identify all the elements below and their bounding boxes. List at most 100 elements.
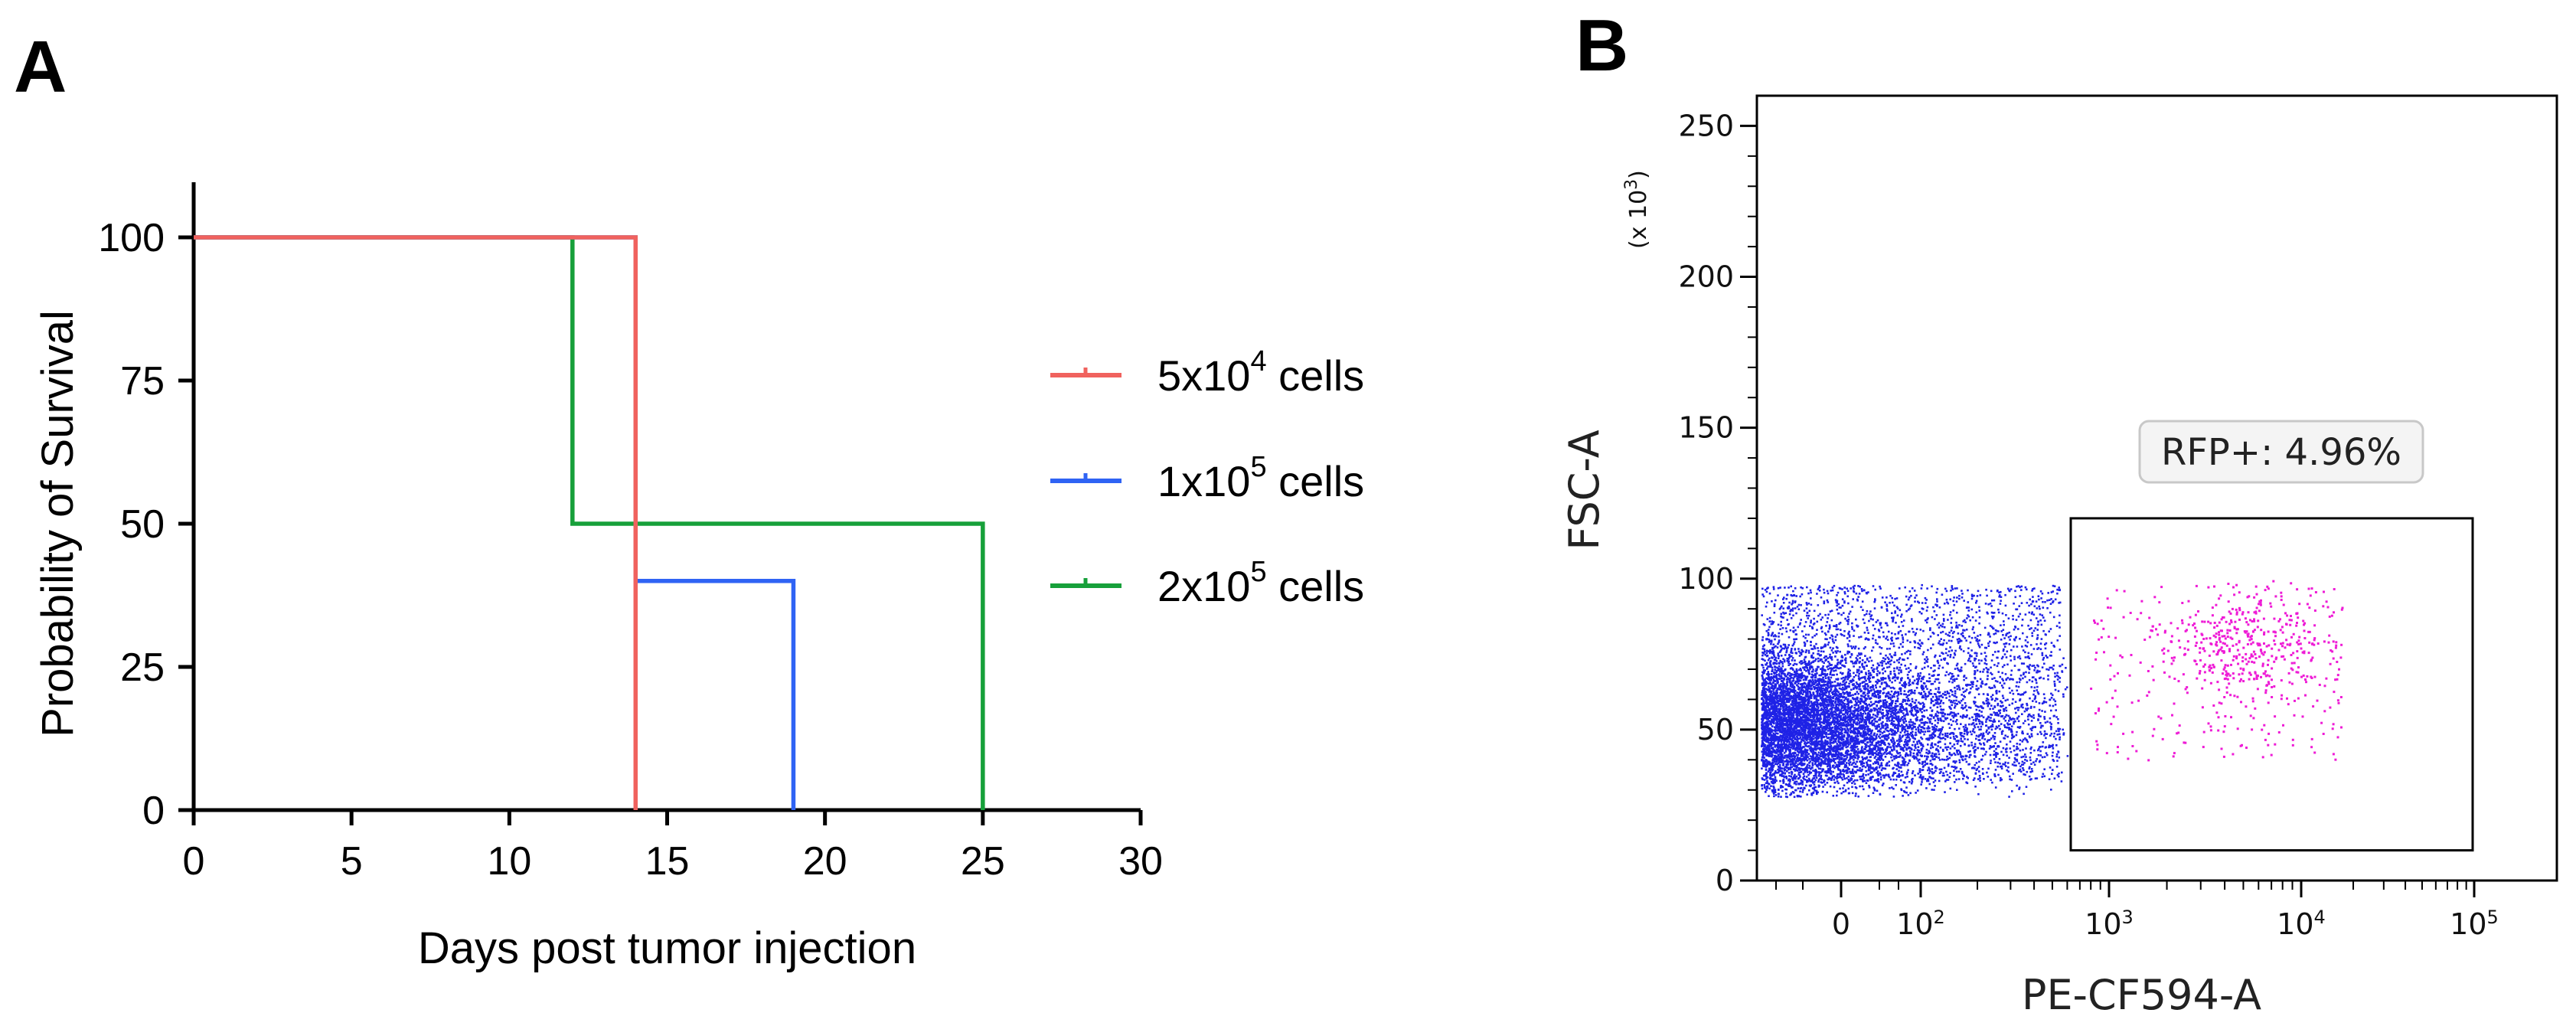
event-dot xyxy=(1978,606,1980,609)
event-dot xyxy=(1780,714,1782,716)
event-dot xyxy=(1954,668,1957,670)
event-dot xyxy=(1928,677,1931,679)
event-dot xyxy=(2006,677,2010,679)
event-dot xyxy=(1764,774,1766,776)
event-dot xyxy=(1993,773,1996,776)
event-dot xyxy=(1834,711,1837,714)
event-dot xyxy=(1813,788,1815,790)
event-dot xyxy=(1934,770,1937,772)
event-dot xyxy=(1965,639,1967,642)
event-dot xyxy=(1869,750,1872,753)
event-dot xyxy=(1983,646,1987,649)
event-dot xyxy=(1901,677,1903,679)
event-dot xyxy=(1878,735,1880,738)
event-dot xyxy=(1882,677,1885,679)
event-dot xyxy=(2005,634,2007,637)
event-dot xyxy=(1799,707,1801,710)
event-dot xyxy=(1768,657,1771,660)
event-dot xyxy=(2030,603,2032,606)
event-dot xyxy=(1796,712,1798,714)
event-dot xyxy=(1998,690,2001,693)
event-dot xyxy=(1852,719,1854,721)
event-dot xyxy=(1888,685,1891,688)
event-dot xyxy=(1961,590,1963,592)
event-dot xyxy=(1884,767,1887,770)
event-dot xyxy=(1928,730,1931,733)
event-dot xyxy=(1989,625,1992,627)
event-dot xyxy=(1836,743,1838,745)
event-dot xyxy=(1832,757,1835,760)
event-dot xyxy=(1777,654,1780,657)
event-dot xyxy=(2009,723,2011,726)
event-dot xyxy=(1830,710,1833,712)
event-dot xyxy=(1812,652,1814,655)
event-dot xyxy=(1797,763,1799,766)
event-dot xyxy=(1793,675,1796,678)
event-dot xyxy=(1907,691,1910,693)
event-dot xyxy=(1841,778,1844,781)
event-dot xyxy=(1840,726,1843,729)
event-dot xyxy=(1914,707,1916,711)
event-dot xyxy=(1845,751,1847,753)
event-dot xyxy=(2026,715,2029,718)
event-dot xyxy=(2024,586,2027,589)
event-dot xyxy=(1941,737,1944,740)
event-dot xyxy=(1820,721,1822,724)
event-dot xyxy=(1914,745,1916,748)
event-dot xyxy=(1911,627,1914,630)
event-dot xyxy=(1927,730,1929,733)
legend-unit: cells xyxy=(1267,562,1365,610)
event-dot xyxy=(1976,767,1979,770)
event-dot xyxy=(1780,755,1782,758)
event-dot xyxy=(1950,707,1952,711)
event-dot xyxy=(1993,612,1996,614)
event-dot xyxy=(1921,694,1925,698)
event-dot xyxy=(1794,777,1797,780)
event-dot xyxy=(1958,638,1961,640)
event-dot xyxy=(1964,730,1966,733)
event-dot xyxy=(1823,662,1825,665)
event-dot xyxy=(1883,681,1886,684)
event-dot xyxy=(1855,792,1857,795)
event-dot xyxy=(1778,688,1781,691)
event-dot xyxy=(1837,707,1839,711)
event-dot xyxy=(2008,704,2011,707)
event-dot xyxy=(1766,779,1768,783)
event-dot xyxy=(1805,649,1807,652)
event-dot xyxy=(1820,753,1822,755)
event-dot xyxy=(1828,699,1830,701)
event-dot xyxy=(1864,726,1867,728)
event-dot xyxy=(2037,670,2039,673)
event-dot xyxy=(1762,679,1765,682)
event-dot xyxy=(1761,750,1764,753)
event-dot xyxy=(1875,642,1877,644)
event-dot xyxy=(1859,734,1862,737)
event-dot xyxy=(1833,738,1836,740)
event-dot xyxy=(1776,763,1779,766)
event-dot xyxy=(1862,775,1864,777)
event-dot xyxy=(1994,714,1996,716)
event-dot xyxy=(1774,790,1776,792)
event-dot xyxy=(1876,711,1879,714)
event-dot xyxy=(1915,704,1918,707)
event-dot xyxy=(1768,787,1771,790)
event-dot xyxy=(2016,747,2019,750)
event-dot xyxy=(2036,681,2038,685)
event-dot xyxy=(2029,707,2032,709)
event-dot xyxy=(1895,700,1897,702)
event-dot xyxy=(1880,752,1882,755)
event-dot xyxy=(1933,789,1935,791)
event-dot xyxy=(1761,719,1765,722)
event-dot xyxy=(1786,681,1788,684)
event-dot xyxy=(1801,688,1803,691)
event-dot xyxy=(1899,725,1902,727)
event-dot xyxy=(1977,706,1980,708)
event-dot xyxy=(2052,735,2055,738)
event-dot xyxy=(1839,728,1842,731)
event-dot xyxy=(2056,734,2059,736)
event-dot xyxy=(1908,747,1912,750)
event-dot xyxy=(1808,691,1811,693)
event-dot xyxy=(1882,753,1885,755)
event-dot xyxy=(1814,737,1817,739)
event-dot xyxy=(1872,718,1876,720)
